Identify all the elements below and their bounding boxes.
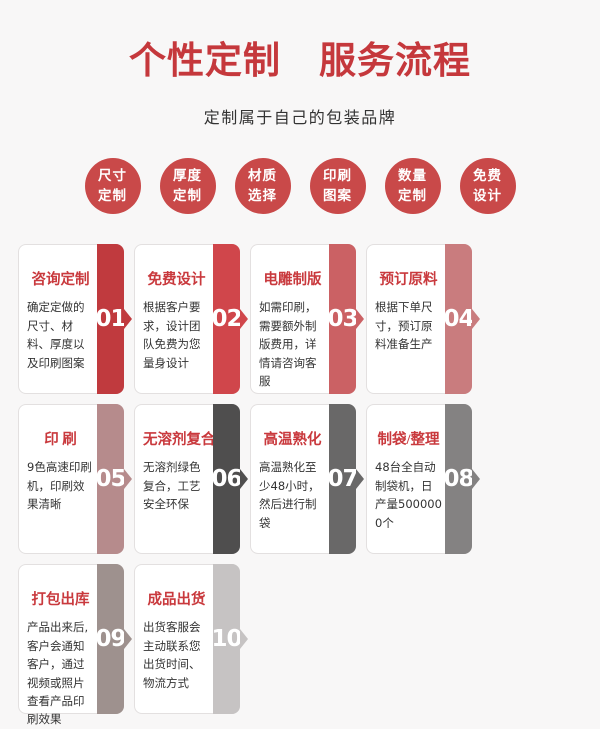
step-number-bar: 09 <box>95 564 132 715</box>
step-card-10: 成品出货 出货客服会主动联系您出货时间、物流方式 10 <box>134 564 248 715</box>
step-number-bar: 07 <box>327 404 364 555</box>
feature-circle-thickness: 厚度 定制 <box>159 158 216 215</box>
feature-circles-row: 尺寸 定制 厚度 定制 材质 选择 印刷 图案 数量 定制 免费 设计 <box>0 158 600 215</box>
step-card-08: 制袋/整理 48台全自动制袋机，日产量5000000个 08 <box>366 404 480 555</box>
step-title: 高温熟化 <box>263 432 322 449</box>
circle-label-line2: 定制 <box>173 188 202 204</box>
step-number: 03 <box>327 306 358 333</box>
arrow-right-icon <box>356 309 364 330</box>
page-subtitle: 定制属于自己的包装品牌 <box>203 108 397 128</box>
step-description: 出货客服会主动联系您出货时间、物流方式 <box>143 620 201 690</box>
arrow-right-icon <box>240 469 248 490</box>
page-title: 个性定制 服务流程 <box>129 41 471 82</box>
step-description: 根据客户要求，设计团队免费为您量身设计 <box>143 300 201 370</box>
service-process-page: 个性定制 服务流程 定制属于自己的包装品牌 尺寸 定制 厚度 定制 材质 选择 … <box>0 41 600 726</box>
step-title: 咨询定制 <box>31 272 90 289</box>
step-text: 免费设计 根据客户要求，设计团队免费为您量身设计 <box>135 245 212 372</box>
feature-circle-quantity: 数量 定制 <box>384 158 441 215</box>
step-number-bar: 06 <box>211 404 248 555</box>
step-number: 02 <box>211 306 242 333</box>
arrow-right-icon <box>356 469 364 490</box>
step-number: 04 <box>443 306 474 333</box>
step-number: 05 <box>95 466 126 493</box>
circle-label-line1: 免费 <box>473 168 502 184</box>
step-title: 印 刷 <box>44 432 77 449</box>
arrow-right-icon <box>124 629 132 650</box>
step-number: 06 <box>211 466 242 493</box>
step-description: 产品出来后,客户会通知客户，通过视频或照片查看产品印刷效果 <box>27 620 89 727</box>
step-number: 07 <box>327 466 358 493</box>
step-number: 10 <box>211 626 242 653</box>
circle-label-line1: 印刷 <box>323 168 352 184</box>
feature-circle-printing: 印刷 图案 <box>309 158 366 215</box>
step-title: 免费设计 <box>147 272 206 289</box>
circle-label-line2: 设计 <box>473 188 502 204</box>
feature-circle-free-design: 免费 设计 <box>459 158 516 215</box>
circle-label-line2: 图案 <box>323 188 352 204</box>
step-number-bar: 10 <box>211 564 248 715</box>
circle-label-line1: 尺寸 <box>98 168 127 184</box>
step-text: 咨询定制 确定定做的尺寸、材料、厚度以及印刷图案 <box>19 245 96 372</box>
step-text: 电雕制版 如需印刷，需要额外制版费用，详情请咨询客服 <box>251 245 328 390</box>
step-title: 无溶剂复合 <box>143 432 216 449</box>
step-number-bar: 04 <box>443 244 480 395</box>
arrow-right-icon <box>124 469 132 490</box>
circle-label-line2: 选择 <box>248 188 277 204</box>
step-number: 09 <box>95 626 126 653</box>
step-text: 制袋/整理 48台全自动制袋机，日产量5000000个 <box>367 405 444 532</box>
step-description: 确定定做的尺寸、材料、厚度以及印刷图案 <box>27 300 85 370</box>
arrow-right-icon <box>472 309 480 330</box>
feature-circle-size: 尺寸 定制 <box>84 158 141 215</box>
step-number-bar: 02 <box>211 244 248 395</box>
step-number-bar: 08 <box>443 404 480 555</box>
step-title: 打包出库 <box>31 592 90 609</box>
step-number-bar: 05 <box>95 404 132 555</box>
step-title: 电雕制版 <box>263 272 322 289</box>
arrow-right-icon <box>472 469 480 490</box>
step-card-04: 预订原料 根据下单尺寸，预订原料准备生产 04 <box>366 244 480 395</box>
step-number-bar: 03 <box>327 244 364 395</box>
step-description: 高温熟化至少48小时，然后进行制袋 <box>259 460 320 530</box>
step-card-05: 印 刷 9色高速印刷机，印刷效果清晰 05 <box>18 404 132 555</box>
step-text: 预订原料 根据下单尺寸，预订原料准备生产 <box>367 245 444 353</box>
step-number: 08 <box>443 466 474 493</box>
step-text: 打包出库 产品出来后,客户会通知客户，通过视频或照片查看产品印刷效果 <box>19 565 96 728</box>
step-number: 01 <box>95 306 126 333</box>
step-title: 制袋/整理 <box>377 432 440 449</box>
process-steps-grid: 咨询定制 确定定做的尺寸、材料、厚度以及印刷图案 01 免费设计 根据客户要求，… <box>0 244 600 726</box>
step-card-06: 无溶剂复合 无溶剂绿色复合，工艺安全环保 06 <box>134 404 248 555</box>
step-card-09: 打包出库 产品出来后,客户会通知客户，通过视频或照片查看产品印刷效果 09 <box>18 564 132 726</box>
circle-label-line1: 材质 <box>248 168 277 184</box>
step-card-03: 电雕制版 如需印刷，需要额外制版费用，详情请咨询客服 03 <box>250 244 364 395</box>
step-number-bar: 01 <box>95 244 132 395</box>
arrow-right-icon <box>240 309 248 330</box>
circle-label-line2: 定制 <box>398 188 427 204</box>
circle-label-line1: 厚度 <box>173 168 202 184</box>
step-description: 无溶剂绿色复合，工艺安全环保 <box>143 460 201 512</box>
step-description: 如需印刷，需要额外制版费用，详情请咨询客服 <box>259 300 317 388</box>
step-card-02: 免费设计 根据客户要求，设计团队免费为您量身设计 02 <box>134 244 248 395</box>
step-title: 成品出货 <box>147 592 206 609</box>
step-text: 无溶剂复合 无溶剂绿色复合，工艺安全环保 <box>135 405 216 513</box>
arrow-right-icon <box>124 309 132 330</box>
feature-circle-material: 材质 选择 <box>234 158 291 215</box>
step-text: 成品出货 出货客服会主动联系您出货时间、物流方式 <box>135 565 212 692</box>
step-description: 9色高速印刷机，印刷效果清晰 <box>27 460 92 512</box>
step-description: 根据下单尺寸，预订原料准备生产 <box>375 300 433 352</box>
arrow-right-icon <box>240 629 248 650</box>
step-text: 高温熟化 高温熟化至少48小时，然后进行制袋 <box>251 405 328 532</box>
step-description: 48台全自动制袋机，日产量5000000个 <box>375 460 442 530</box>
step-card-07: 高温熟化 高温熟化至少48小时，然后进行制袋 07 <box>250 404 364 555</box>
circle-label-line2: 定制 <box>98 188 127 204</box>
step-card-01: 咨询定制 确定定做的尺寸、材料、厚度以及印刷图案 01 <box>18 244 132 395</box>
step-title: 预订原料 <box>379 272 438 289</box>
circle-label-line1: 数量 <box>398 168 427 184</box>
step-text: 印 刷 9色高速印刷机，印刷效果清晰 <box>19 405 96 513</box>
